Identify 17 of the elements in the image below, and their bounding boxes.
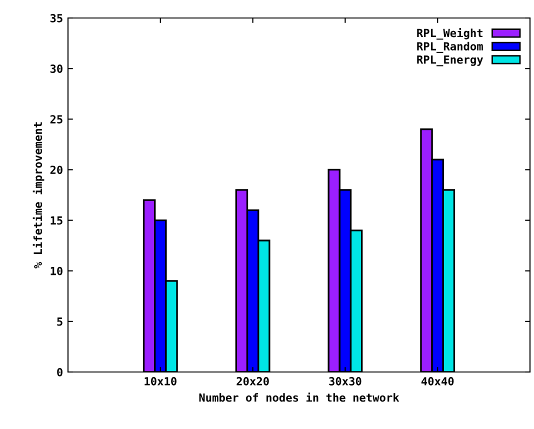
y-tick-label: 25	[50, 115, 62, 124]
y-tick-label: 0	[57, 368, 62, 376]
y-tick-label: 5	[57, 318, 62, 326]
x-tick-label: 40x40	[421, 377, 454, 386]
y-tick-label: 20	[50, 166, 62, 174]
y-tick-label: 35	[50, 14, 62, 22]
legend-label: RPL_Weight	[417, 28, 482, 40]
legend-label: RPL_Random	[417, 42, 483, 53]
y-tick-label: 15	[50, 216, 62, 225]
x-axis-title: Number of nodes in the network	[199, 392, 400, 402]
y-axis-title: % Lifetime improvement	[32, 122, 44, 268]
x-tick-label: 20x20	[236, 377, 269, 386]
x-tick-label: 10x10	[144, 377, 176, 386]
y-tick-label: 10	[50, 266, 62, 276]
legend-label: RPL_Energy	[417, 56, 484, 66]
y-tick-label: 30	[50, 64, 62, 73]
x-tick-label: 30x30	[329, 377, 362, 386]
